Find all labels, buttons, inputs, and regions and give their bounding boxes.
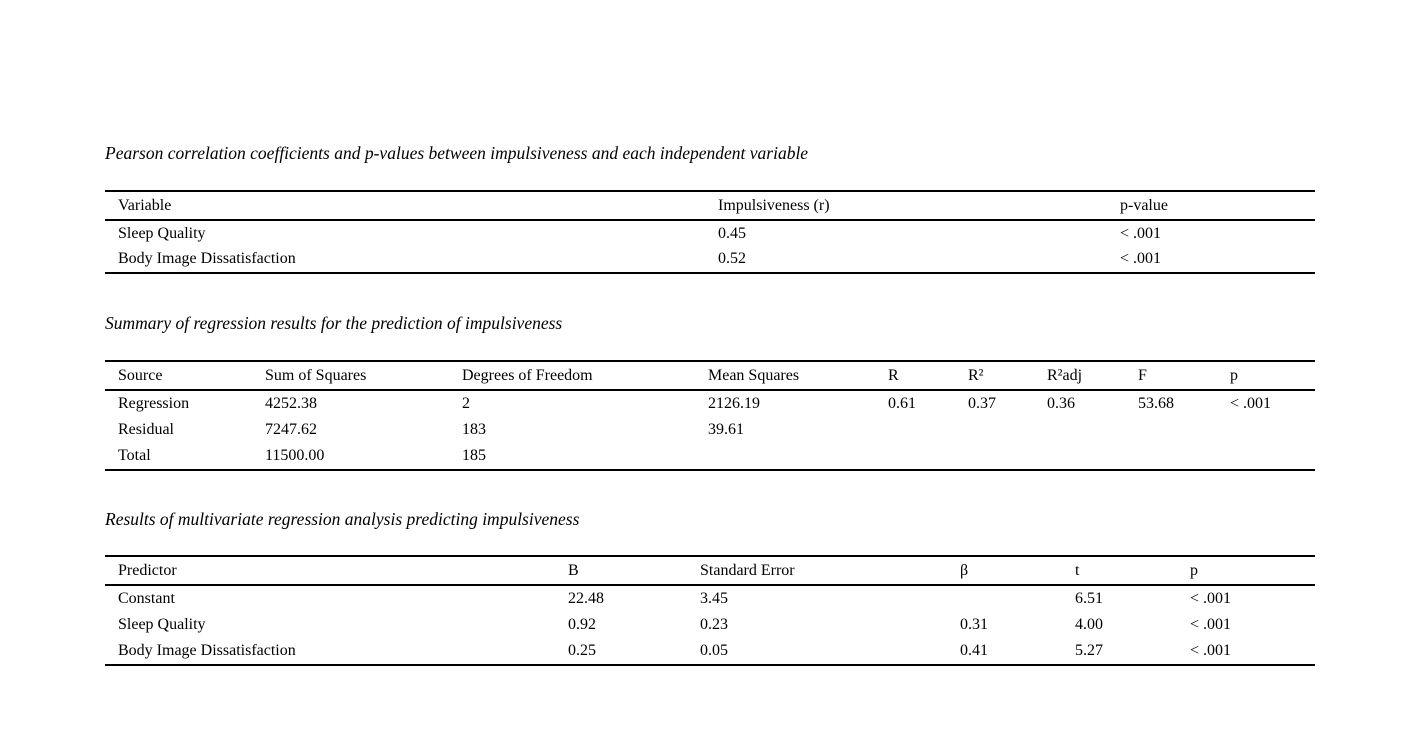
table-row: Constant 22.48 3.45 6.51 < .001 [105,585,1315,612]
multivariate-regression-table: Predictor B Standard Error β t p Constan… [105,555,1315,666]
table-cell: Body Image Dissatisfaction [118,642,296,659]
table-cell: 0.41 [960,642,988,659]
table-header-row: Source Sum of Squares Degrees of Freedom… [105,361,1315,391]
column-header-r: R [875,361,955,391]
table-cell [1125,443,1217,470]
column-header-predictor: Predictor [105,556,555,586]
table-row: Sleep Quality 0.92 0.23 0.31 4.00 < .001 [105,612,1315,638]
table-cell: 0.61 [888,395,916,412]
table-cell: 2 [462,395,470,412]
table-cell [875,443,955,470]
table-cell [1034,443,1125,470]
column-header-f: F [1125,361,1217,391]
table-row: Body Image Dissatisfaction 0.25 0.05 0.4… [105,638,1315,665]
table-cell: 0.92 [568,616,596,633]
table-cell [1217,443,1315,470]
table-cell: Residual [118,421,174,438]
column-header-source: Source [105,361,252,391]
table-cell [1034,417,1125,443]
table-cell: 11500.00 [265,447,325,464]
table-cell: Regression [118,395,190,412]
column-header-degrees-of-freedom: Degrees of Freedom [449,361,695,391]
column-header-t: t [1062,556,1177,586]
table-cell [875,417,955,443]
column-header-standard-error: Standard Error [687,556,947,586]
column-header-p: p [1217,361,1315,391]
column-header-r-squared-adj: R²adj [1034,361,1125,391]
table-cell [955,443,1034,470]
table-cell: 0.05 [700,642,728,659]
table-cell [1217,417,1315,443]
table-cell: Constant [118,590,175,607]
table-caption-regression-summary: Summary of regression results for the pr… [105,313,563,333]
column-header-impulsiveness-r: Impulsiveness (r) [705,191,1107,221]
table-cell: 185 [462,447,486,464]
table-cell: Sleep Quality [118,616,206,633]
table-cell: 4.00 [1075,616,1103,633]
table-cell [695,443,875,470]
table-cell: 0.36 [1047,395,1075,412]
table-cell: < .001 [1190,590,1232,607]
table-header-row: Variable Impulsiveness (r) p-value [105,191,1315,221]
column-header-r-squared: R² [955,361,1034,391]
regression-summary-table: Source Sum of Squares Degrees of Freedom… [105,360,1315,471]
table-cell: 22.48 [568,590,604,607]
column-header-beta: β [947,556,1062,586]
table-caption-correlation: Pearson correlation coefficients and p-v… [105,143,809,163]
column-header-b: B [555,556,687,586]
table-cell: 0.37 [968,395,996,412]
table-cell: < .001 [1190,616,1232,633]
table-header-row: Predictor B Standard Error β t p [105,556,1315,586]
table-cell: < .001 [1120,224,1162,242]
table-row: Total 11500.00 185 [105,443,1315,470]
table-cell: 0.45 [718,224,746,242]
table-cell: 0.31 [960,616,988,633]
table-cell [955,417,1034,443]
table-row: Sleep Quality 0.45 < .001 [105,220,1315,247]
column-header-p-value: p-value [1107,191,1315,221]
table-cell [947,585,1062,612]
table-row: Regression 4252.38 2 2126.19 0.61 0.37 0… [105,390,1315,417]
table-cell: 7247.62 [265,421,317,438]
table-cell: 6.51 [1075,590,1103,607]
column-header-sum-of-squares: Sum of Squares [252,361,449,391]
table-cell: 4252.38 [265,395,317,412]
table-cell: 0.52 [718,250,746,268]
table-cell: 0.25 [568,642,596,659]
table-cell: 183 [462,421,486,438]
column-header-p: p [1177,556,1315,586]
table-cell: Total [118,447,151,464]
table-cell: < .001 [1190,642,1232,659]
column-header-variable: Variable [105,191,705,221]
table-row: Residual 7247.62 183 39.61 [105,417,1315,443]
table-cell: 2126.19 [708,395,760,412]
table-cell: < .001 [1230,395,1272,412]
table-cell: Body Image Dissatisfaction [118,250,296,268]
table-cell: 0.23 [700,616,728,633]
table-row: Body Image Dissatisfaction 0.52 < .001 [105,247,1315,274]
correlation-table: Variable Impulsiveness (r) p-value Sleep… [105,190,1315,274]
table-cell [1125,417,1217,443]
table-cell: < .001 [1120,250,1162,268]
table-cell: 3.45 [700,590,728,607]
table-cell: Sleep Quality [118,224,206,242]
table-caption-multivariate-regression: Results of multivariate regression analy… [105,509,580,529]
column-header-mean-squares: Mean Squares [695,361,875,391]
table-cell: 39.61 [708,421,744,438]
table-cell: 53.68 [1138,395,1174,412]
table-cell: 5.27 [1075,642,1103,659]
